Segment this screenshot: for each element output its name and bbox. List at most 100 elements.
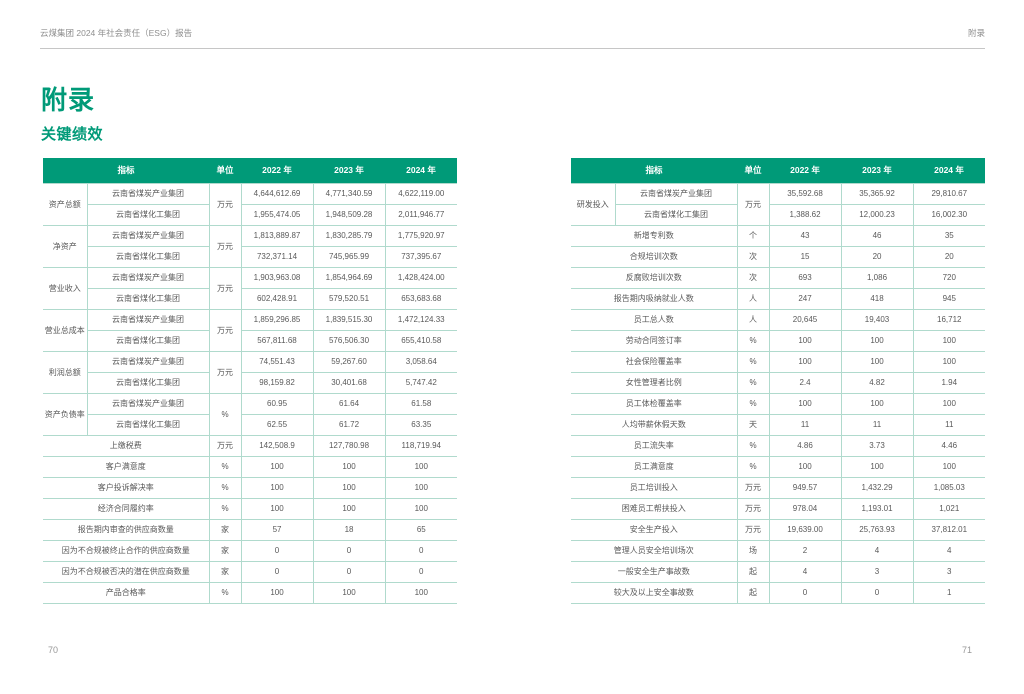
- value-cell: 20: [840, 245, 914, 267]
- indicator-name-cell: 云南省煤化工集团: [86, 203, 210, 225]
- value-cell: 35,592.68: [768, 182, 842, 204]
- value-cell: 1,021: [912, 497, 986, 519]
- value-cell: 100: [312, 497, 386, 519]
- value-cell: 19,403: [840, 308, 914, 330]
- value-cell: 0: [240, 539, 314, 561]
- value-cell: 4,622,119.00: [384, 182, 458, 204]
- value-cell: 61.58: [384, 392, 458, 414]
- value-cell: 100: [312, 581, 386, 604]
- value-cell: 100: [768, 455, 842, 477]
- column-header: 2024 年: [385, 158, 458, 183]
- value-cell: 100: [912, 455, 986, 477]
- column-header: 指标: [43, 158, 210, 183]
- value-cell: 15: [768, 245, 842, 267]
- unit-cell: %: [736, 455, 770, 477]
- value-cell: 18: [312, 518, 386, 540]
- table-row: 一般安全生产事故数起 4 3 3: [571, 560, 986, 582]
- value-cell: 1,086: [840, 266, 914, 288]
- table-row: 人均带薪休假天数天 11 11 11: [571, 413, 986, 435]
- indicator-name-cell: 云南省煤炭产业集团: [86, 224, 210, 246]
- unit-cell: 万元: [736, 497, 770, 519]
- value-cell: 29,810.67: [912, 182, 986, 204]
- unit-cell: 次: [736, 245, 770, 267]
- table-row: 困难员工帮扶投入 万元 978.04 1,193.01 1,021: [571, 497, 986, 519]
- unit-cell: 万元: [208, 266, 242, 309]
- value-cell: 20,645: [768, 308, 842, 330]
- value-cell: 127,780.98: [312, 434, 386, 456]
- indicator-name-cell: 云南省煤炭产业集团: [86, 182, 210, 204]
- value-cell: 2.4: [768, 371, 842, 393]
- value-cell: 3: [912, 560, 986, 582]
- table-row: 因为不合规被终止合作的供应商数量家 0 0 0: [43, 539, 458, 561]
- value-cell: 100: [240, 497, 314, 519]
- running-header-right: 附录: [967, 28, 985, 38]
- value-cell: 61.64: [312, 392, 386, 414]
- value-cell: 0: [312, 560, 386, 582]
- running-header-left: 云煤集团 2024 年社会责任（ESG）报告: [40, 28, 193, 38]
- table-row: 云南省煤化工集团 62.55 61.72 63.35: [43, 413, 458, 435]
- value-cell: 1,859,296.85: [240, 308, 314, 330]
- indicator-name-cell: 云南省煤炭产业集团: [86, 308, 210, 330]
- value-cell: 16,002.30: [912, 203, 986, 225]
- value-cell: 100: [840, 455, 914, 477]
- unit-cell: %: [736, 392, 770, 414]
- value-cell: 100: [768, 350, 842, 372]
- value-cell: 100: [384, 476, 458, 498]
- value-cell: 100: [840, 350, 914, 372]
- table-header-row: 指标 单位 2022 年 2023 年 2024 年: [571, 158, 986, 183]
- indicator-name-cell: 安全生产投入: [571, 518, 738, 540]
- table-row: 报告期内审查的供应商数量家 57 18 65: [43, 518, 458, 540]
- value-cell: 4,644,612.69: [240, 182, 314, 204]
- value-cell: 100: [768, 329, 842, 351]
- value-cell: 118,719.94: [384, 434, 458, 456]
- indicator-name-cell: 一般安全生产事故数: [571, 560, 738, 582]
- value-cell: 418: [840, 287, 914, 309]
- indicator-group-cell: 净资产: [43, 224, 87, 267]
- value-cell: 1,839,515.30: [312, 308, 386, 330]
- value-cell: 11: [912, 413, 986, 435]
- value-cell: 100: [312, 455, 386, 477]
- column-header: 单位: [737, 158, 770, 183]
- indicator-name-cell: 因为不合规被终止合作的供应商数量: [43, 539, 210, 561]
- running-header: 云煤集团 2024 年社会责任（ESG）报告 附录: [40, 27, 985, 49]
- table-row: 云南省煤化工集团 602,428.91 579,520.51 653,683.68: [43, 287, 458, 309]
- unit-cell: 人: [736, 287, 770, 309]
- table-row: 利润总额 云南省煤炭产业集团 万元 74,551.43 59,267.60 3,058.6…: [43, 350, 458, 393]
- unit-cell: 万元: [736, 476, 770, 498]
- unit-cell: 家: [208, 518, 242, 540]
- value-cell: 1,085.03: [912, 476, 986, 498]
- indicator-name-cell: 困难员工帮扶投入: [571, 497, 738, 519]
- unit-cell: %: [736, 329, 770, 351]
- value-cell: 655,410.58: [384, 329, 458, 351]
- indicator-name-cell: 云南省煤炭产业集团: [86, 350, 210, 372]
- unit-cell: 万元: [208, 434, 242, 456]
- unit-cell: 万元: [736, 182, 770, 225]
- section-title: 关键绩效: [41, 126, 104, 143]
- value-cell: 142,508.9: [240, 434, 314, 456]
- kpi-table-financial: 指标 单位 2022 年 2023 年 2024 年资产总额 云南省煤炭产业集团 万元 4,6…: [43, 158, 458, 604]
- indicator-name-cell: 云南省煤化工集团: [86, 245, 210, 267]
- value-cell: 100: [384, 455, 458, 477]
- value-cell: 0: [384, 560, 458, 582]
- value-cell: 949.57: [768, 476, 842, 498]
- value-cell: 16,712: [912, 308, 986, 330]
- value-cell: 737,395.67: [384, 245, 458, 267]
- table-row: 营业总成本 云南省煤炭产业集团 万元 1,859,296.85 1,839,515.30…: [43, 308, 458, 351]
- value-cell: 100: [912, 350, 986, 372]
- unit-cell: 家: [208, 539, 242, 561]
- value-cell: 2,011,946.77: [384, 203, 458, 225]
- kpi-table-social: 指标 单位 2022 年 2023 年 2024 年研发投入 云南省煤炭产业集团 万元 35,…: [571, 158, 986, 604]
- value-cell: 100: [240, 476, 314, 498]
- table-row: 合规培训次数次 15 20 20: [571, 245, 986, 267]
- column-header: 2023 年: [841, 158, 914, 183]
- column-header: 2024 年: [913, 158, 986, 183]
- indicator-group-cell: 资产负债率: [43, 392, 87, 435]
- table-row: 女性管理者比例% 2.4 4.82 1.94: [571, 371, 986, 393]
- value-cell: 1,432.29: [840, 476, 914, 498]
- indicator-group-cell: 资产总额: [43, 182, 87, 225]
- value-cell: 0: [768, 581, 842, 604]
- indicator-group-cell: 营业收入: [43, 266, 87, 309]
- column-header: 指标: [571, 158, 738, 183]
- indicator-name-cell: 云南省煤炭产业集团: [614, 182, 738, 204]
- value-cell: 20: [912, 245, 986, 267]
